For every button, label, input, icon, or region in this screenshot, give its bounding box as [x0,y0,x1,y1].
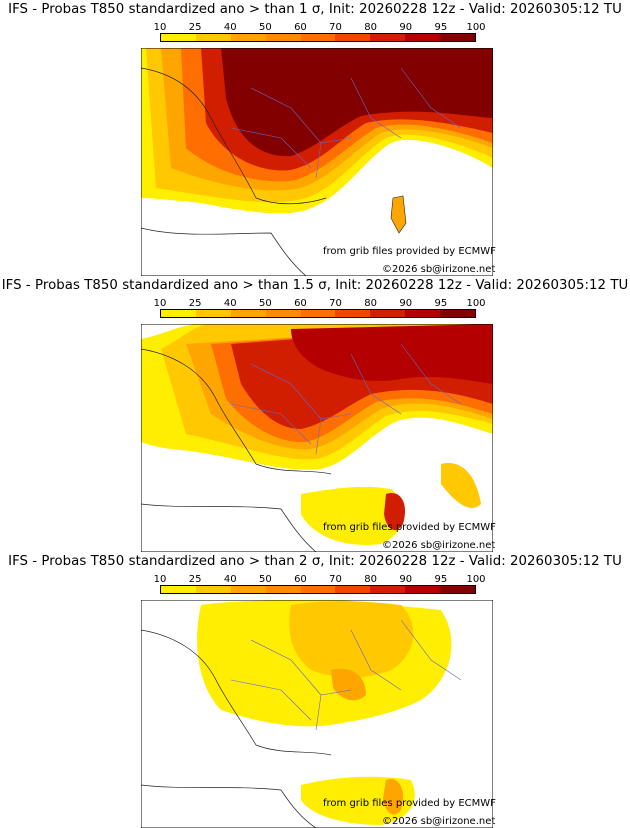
colorbar-segment [195,34,231,41]
colorbar-tick-label: 10 [153,298,167,309]
colorbar-segment [230,34,266,41]
panel-title: IFS - Probas T850 standardized ano > tha… [8,554,622,569]
colorbar-segment [440,310,476,317]
colorbar-segment [370,310,406,317]
colorbar-segment [440,586,476,593]
colorbar-segment [161,34,196,41]
colorbar-segment [230,586,266,593]
colorbar-tick-label: 80 [364,574,378,585]
credit-copyright: ©2026 sb@irizone.net [382,264,496,275]
map-panel-1sigma: IFS - Probas T850 standardized ano > tha… [0,0,630,276]
colorbar-tick-label: 60 [294,574,307,585]
corsica [390,195,407,234]
colorbar-tick-label: 90 [399,22,413,33]
credit-copyright: ©2026 sb@irizone.net [382,816,496,827]
map-panel-2sigma: IFS - Probas T850 standardized ano > tha… [0,552,630,828]
colorbar-segment [195,586,231,593]
colorbar-segment [265,586,301,593]
colorbar-tick-label: 25 [188,22,202,33]
colorbar-ticks: 10 25 40 50 60 70 80 90 95 100 [154,22,486,34]
colorbar-tick-label: 50 [258,298,272,309]
credit-source: from grib files provided by ECMWF [323,522,496,533]
colorbar-segment [370,34,406,41]
colorbar-tick-label: 100 [466,298,486,309]
colorbar-tick-label: 90 [399,298,413,309]
colorbar-tick-label: 100 [466,22,486,33]
prob-25 [289,601,414,678]
colorbar-tick-label: 95 [434,22,448,33]
colorbar-segment [405,310,441,317]
credit-copyright: ©2026 sb@irizone.net [382,540,496,551]
credit-source: from grib files provided by ECMWF [323,798,496,809]
borders [230,67,462,179]
colorbar-segment [300,310,336,317]
prob-95 [291,324,493,384]
colorbar-segment [335,586,371,593]
probability-map [141,48,493,276]
colorbar-tick-label: 95 [434,298,448,309]
panel-title: IFS - Probas T850 standardized ano > tha… [1,278,629,293]
colorbar-tick-label: 40 [223,22,237,33]
colorbar-tick-label: 100 [466,574,486,585]
borders [230,619,462,731]
colorbar-tick-label: 80 [364,298,378,309]
colorbar-tick-label: 90 [399,574,413,585]
colorbar-tick-label: 40 [223,298,237,309]
colorbar-segment [161,310,196,317]
credit-source: from grib files provided by ECMWF [323,246,496,257]
colorbar-tick-label: 10 [153,22,167,33]
prob-95 [221,48,493,157]
colorbar-tick-label: 80 [364,22,378,33]
coast [141,629,332,828]
colorbar-segment [370,586,406,593]
colorbar-tick-label: 40 [223,574,237,585]
colorbar-segment [265,310,301,317]
colorbar-ticks: 10 25 40 50 60 70 80 90 95 100 [154,298,486,310]
colorbar-tick-label: 95 [434,574,448,585]
borders [230,343,462,455]
colorbar-segment [300,34,336,41]
panel-title: IFS - Probas T850 standardized ano > tha… [8,2,622,17]
map-panel-1.5sigma: IFS - Probas T850 standardized ano > tha… [0,276,630,552]
colorbar-tick-label: 70 [329,298,342,309]
colorbar-tick-label: 50 [258,22,272,33]
colorbar-segment [265,34,301,41]
colorbar [160,33,476,42]
colorbar-tick-label: 70 [329,574,342,585]
coast [141,67,327,276]
colorbar [160,309,476,318]
colorbar-tick-label: 60 [294,22,307,33]
colorbar-segment [230,310,266,317]
colorbar-segment [300,586,336,593]
colorbar-segment [335,310,371,317]
colorbar-tick-label: 10 [153,574,167,585]
colorbar-segment [335,34,371,41]
colorbar-segment [161,586,196,593]
colorbar-ticks: 10 25 40 50 60 70 80 90 95 100 [154,574,486,586]
colorbar-tick-label: 25 [188,298,202,309]
coast [141,348,332,552]
colorbar-tick-label: 50 [258,574,272,585]
colorbar-tick-label: 60 [294,298,307,309]
probability-map [141,324,493,552]
colorbar-segment [195,310,231,317]
colorbar-segment [405,34,441,41]
colorbar-segment [440,34,476,41]
colorbar-tick-label: 25 [188,574,202,585]
probability-map [141,600,493,828]
colorbar-tick-label: 70 [329,22,342,33]
colorbar-segment [405,586,441,593]
colorbar [160,585,476,594]
